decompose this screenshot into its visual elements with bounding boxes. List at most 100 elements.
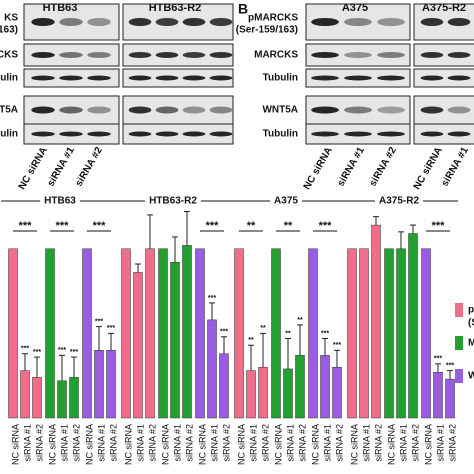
significance: ***	[58, 347, 66, 354]
band	[209, 131, 233, 137]
band	[182, 18, 206, 26]
band	[31, 52, 55, 58]
significance: ***	[321, 330, 329, 337]
x-tick-label: siRNA #2	[108, 424, 118, 462]
blot	[305, 3, 411, 41]
x-tick-label: siRNA #1	[59, 424, 69, 462]
row-label: Tubulin	[0, 73, 18, 84]
panel-letter: B	[238, 1, 248, 17]
x-tick-label: NC siRNA	[273, 424, 283, 465]
band	[311, 52, 339, 58]
band	[344, 52, 372, 58]
blot	[305, 43, 411, 67]
bracket-label: ***	[319, 220, 333, 232]
significance: **	[297, 317, 303, 324]
x-tick-label: siRNA #1	[248, 424, 258, 462]
band	[155, 131, 179, 137]
panel-b-blots	[305, 3, 474, 145]
lane-label: NC siRNA	[412, 145, 445, 191]
lane-label: siRNA #1	[46, 145, 78, 189]
bar	[158, 248, 168, 419]
x-tick-label: siRNA #2	[221, 424, 231, 462]
band	[31, 75, 55, 81]
significance: ***	[95, 318, 103, 325]
x-tick-label: siRNA #2	[334, 424, 344, 462]
group-header: A375	[274, 196, 298, 207]
band	[59, 106, 83, 114]
x-tick-label: NC siRNA	[310, 424, 320, 465]
bar	[57, 380, 67, 419]
row-label: WNT5A	[262, 105, 298, 116]
x-tick-label: siRNA #1	[135, 424, 145, 462]
lane-label: siRNA #2	[74, 145, 106, 189]
blot	[413, 43, 474, 67]
band	[420, 18, 444, 26]
band	[59, 18, 83, 26]
x-tick-label: siRNA #1	[209, 424, 219, 462]
band	[344, 106, 372, 114]
band	[311, 75, 339, 81]
bar	[384, 248, 394, 419]
significance: ***	[21, 346, 29, 353]
band	[447, 75, 471, 81]
column-header: A375-R2	[422, 2, 466, 14]
bar	[145, 248, 155, 419]
bar	[32, 377, 42, 419]
significance: ***	[333, 342, 341, 349]
bar	[182, 245, 192, 419]
band	[87, 18, 111, 26]
bar	[347, 248, 357, 419]
bar	[94, 350, 104, 419]
bar	[396, 248, 406, 419]
row-label: Tubulin	[263, 73, 298, 84]
bar	[106, 350, 116, 419]
bar	[133, 272, 143, 419]
band	[128, 18, 152, 26]
band	[128, 106, 152, 114]
bar	[433, 372, 443, 419]
significance: ***	[208, 295, 216, 302]
bar	[195, 248, 205, 419]
bar	[283, 368, 293, 419]
significance: ***	[70, 349, 78, 356]
x-tick-label: siRNA #1	[96, 424, 106, 462]
x-tick-label: siRNA #2	[184, 424, 194, 462]
bar	[234, 248, 244, 419]
bar	[421, 248, 431, 419]
row-label: RCKS	[0, 50, 18, 61]
row-label: MARCKS	[254, 50, 298, 61]
band	[155, 18, 179, 26]
band	[377, 106, 405, 114]
row-label: (Ser-159/163)	[236, 25, 298, 36]
x-tick-label: siRNA #2	[373, 424, 383, 462]
band	[31, 131, 55, 137]
significance: **	[285, 330, 291, 337]
bar	[170, 262, 180, 419]
significance: ***	[434, 356, 442, 363]
x-tick-label: NC siRNA	[47, 424, 57, 465]
bar	[45, 248, 55, 419]
bracket-label: ***	[206, 220, 220, 232]
x-tick-label: siRNA #1	[435, 424, 445, 462]
band	[377, 52, 405, 58]
row-label: Tubulin	[0, 129, 18, 140]
x-tick-label: NC siRNA	[123, 424, 133, 465]
significance: ***	[107, 325, 115, 332]
legend-swatch	[455, 303, 463, 317]
x-tick-label: siRNA #2	[260, 424, 270, 462]
bracket-label: ***	[19, 220, 33, 232]
bar	[246, 370, 256, 419]
lane-label: NC siRNA	[17, 145, 50, 191]
x-tick-label: siRNA #1	[398, 424, 408, 462]
band	[155, 75, 179, 81]
lane-label: NC siRNA	[302, 145, 335, 191]
x-tick-label: NC siRNA	[197, 424, 207, 465]
row-label: Tubulin	[263, 129, 298, 140]
band	[209, 106, 233, 114]
band	[59, 52, 83, 58]
row-label: /163)	[0, 25, 18, 36]
lane-label: siRNA #1	[336, 145, 368, 189]
x-tick-label: NC siRNA	[160, 424, 170, 465]
row-label: KS	[4, 13, 18, 24]
significance: **	[260, 325, 266, 332]
